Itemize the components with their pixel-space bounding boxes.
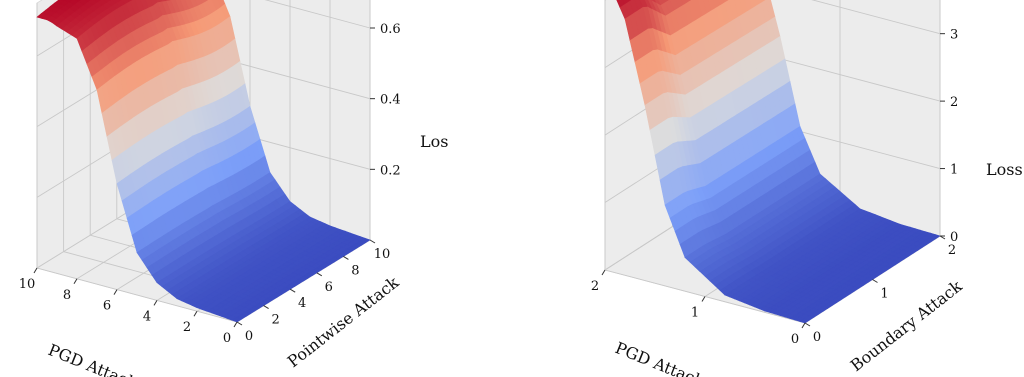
x-tick-mark xyxy=(801,322,806,329)
z-tick-label: 1 xyxy=(950,163,958,178)
x-tick-mark xyxy=(73,278,78,285)
x-tick-mark xyxy=(701,296,706,302)
y-tick-label: 6 xyxy=(325,280,333,295)
right-z-axis-label: Loss xyxy=(986,160,1023,179)
x-tick-label: 8 xyxy=(63,288,71,303)
x-tick-mark xyxy=(601,269,606,276)
x-tick-mark xyxy=(113,289,118,295)
y-tick-mark xyxy=(316,272,323,277)
y-tick-label: 0 xyxy=(813,330,821,345)
y-tick-mark xyxy=(369,239,376,244)
left-x-axis-label: PGD Attack xyxy=(46,340,140,377)
left-ticks: 10 8 6 4 2 0 0 2 4 6 8 10 0.2 0.4 0.6 xyxy=(19,22,401,346)
x-tick-label: 0 xyxy=(223,331,231,346)
y-tick-mark xyxy=(872,279,878,283)
y-tick-label: 10 xyxy=(374,247,391,262)
z-tick-label: 0 xyxy=(950,230,958,245)
y-tick-label: 0 xyxy=(245,329,253,344)
y-tick-label: 4 xyxy=(298,296,306,311)
y-tick-mark xyxy=(236,321,243,326)
z-tick-label: 3 xyxy=(950,28,958,43)
y-tick-label: 2 xyxy=(948,243,956,258)
x-tick-label: 2 xyxy=(183,320,191,335)
y-tick-mark xyxy=(343,255,349,260)
left-z-axis-label: Los xyxy=(420,132,448,151)
x-tick-mark xyxy=(233,321,238,328)
x-tick-mark xyxy=(33,267,38,274)
right-ticks: 21001201234 xyxy=(591,28,958,347)
y-tick-mark xyxy=(263,305,269,310)
x-tick-label: 0 xyxy=(791,332,799,347)
z-tick-label: 0.2 xyxy=(380,163,401,178)
right-x-axis-label: PGD Attack xyxy=(613,338,707,377)
y-tick-label: 1 xyxy=(880,287,888,302)
x-tick-mark xyxy=(153,300,158,306)
y-tick-mark xyxy=(804,322,811,327)
surface-patch xyxy=(799,318,811,324)
y-tick-mark xyxy=(289,288,296,293)
surface-patch xyxy=(231,317,243,323)
right-y-axis-label: Boundary Attack xyxy=(847,276,966,375)
surface-patch xyxy=(74,0,82,3)
left-surface-plot: 10 8 6 4 2 0 0 2 4 6 8 10 0.2 0.4 0.6 PGD Attack Point… xyxy=(19,0,448,377)
x-tick-mark xyxy=(193,310,198,317)
y-tick-label: 2 xyxy=(271,313,279,328)
x-tick-label: 10 xyxy=(19,277,36,292)
x-tick-label: 2 xyxy=(591,279,599,294)
x-tick-label: 1 xyxy=(691,306,699,321)
right-surface-plot: 21001201234 PGD Attack Boundary Attack L… xyxy=(591,0,1023,377)
z-tick-label: 2 xyxy=(950,95,958,110)
right-surface xyxy=(616,0,941,324)
x-tick-label: 4 xyxy=(143,309,151,324)
z-tick-label: 0.4 xyxy=(380,93,401,108)
z-tick-label: 0.6 xyxy=(380,22,401,37)
left-y-axis-label: Pointwise Attack xyxy=(284,273,403,372)
y-tick-label: 8 xyxy=(351,263,359,278)
left-surface xyxy=(36,0,371,323)
x-tick-label: 6 xyxy=(103,299,111,314)
